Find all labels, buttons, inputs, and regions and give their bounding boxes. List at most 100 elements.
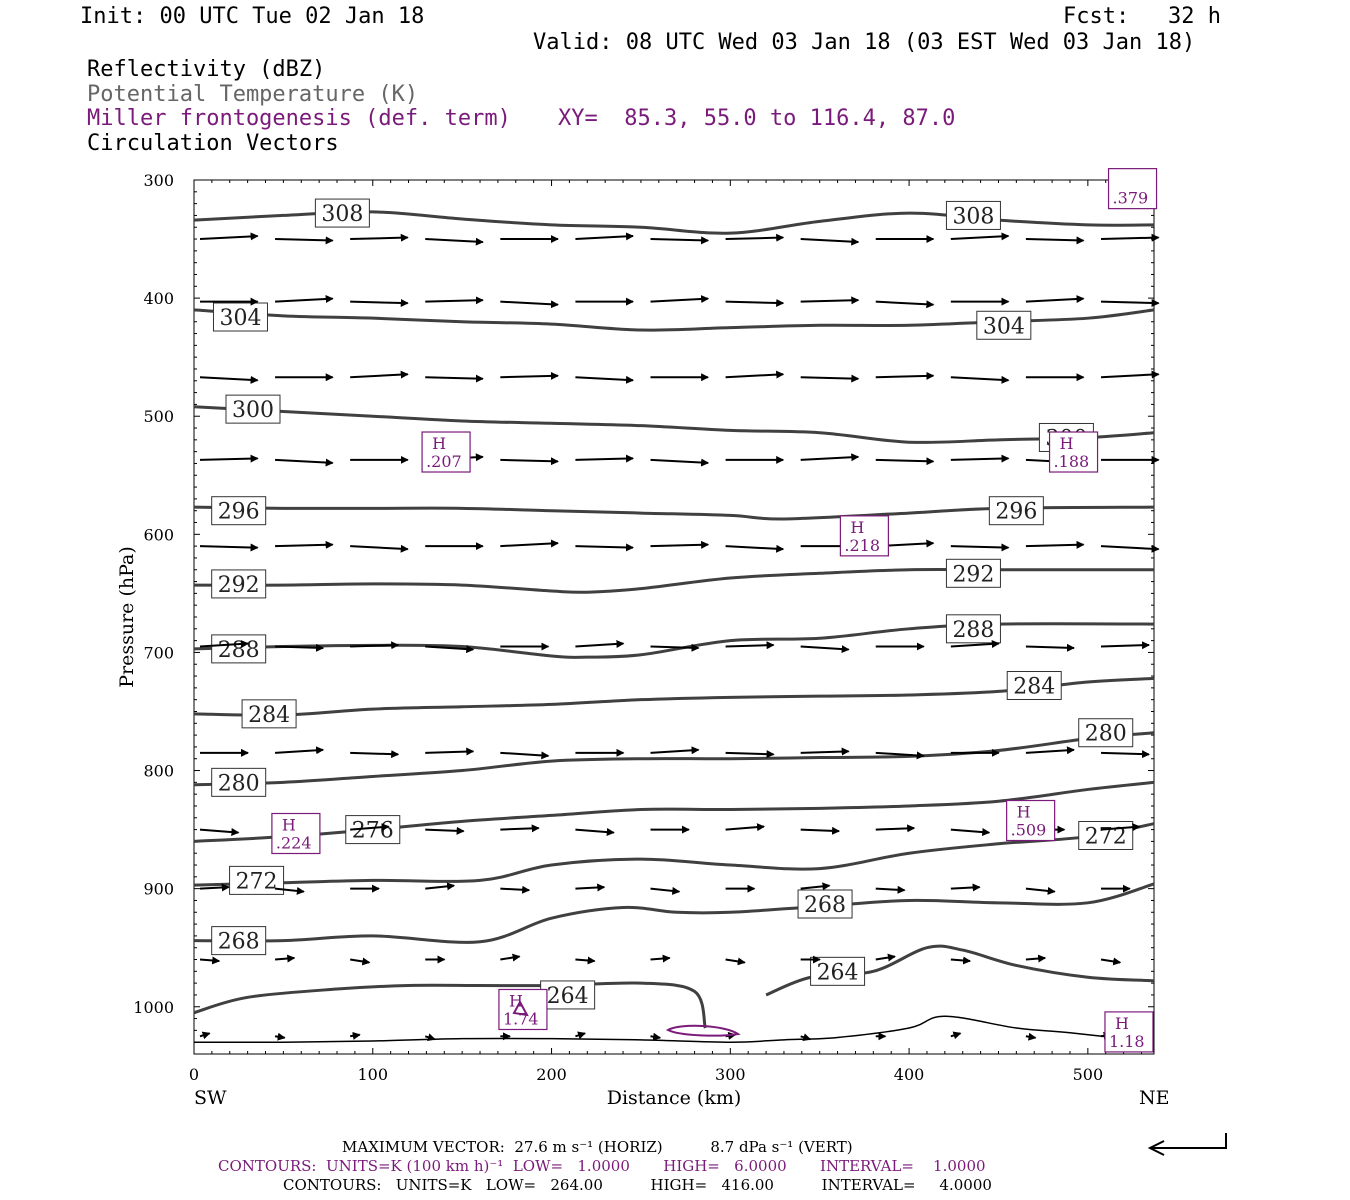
- field-frontogenesis: Miller frontogenesis (def. term): [87, 106, 511, 131]
- field-reflectivity: Reflectivity (dBZ): [87, 57, 326, 82]
- x-tick-label: 400: [894, 1065, 925, 1084]
- isentrope-line: [193, 622, 1155, 659]
- circulation-vector: [500, 539, 559, 548]
- circulation-vector: [500, 371, 559, 380]
- frontogenesis-max-box: [1104, 1011, 1154, 1053]
- circulation-vector: [650, 954, 671, 963]
- circulation-vector: [500, 300, 559, 309]
- circulation-vector: [950, 232, 1010, 241]
- frontogenesis-max-marker: H: [1060, 434, 1074, 453]
- circulation-vector: [1025, 643, 1075, 652]
- isentrope-label-box: [211, 634, 267, 664]
- circulation-vector: [650, 643, 700, 652]
- circulation-vector: [350, 750, 400, 759]
- field-circulation-vectors: Circulation Vectors: [87, 131, 339, 156]
- circulation-vector: [199, 639, 249, 648]
- circulation-vector: [199, 1031, 211, 1040]
- frontogenesis-max-value: 1.74: [503, 1009, 539, 1028]
- isentrope-line: [193, 731, 1155, 787]
- circulation-vector: [350, 298, 409, 307]
- circulation-vector: [274, 1032, 286, 1041]
- circulation-vector: [350, 823, 390, 832]
- frontogenesis-max-box: [1107, 168, 1158, 210]
- circulation-vector: [650, 886, 681, 895]
- circulation-vector: [199, 543, 259, 552]
- isentrope-label: 288: [218, 638, 260, 663]
- frontogenesis-max-marker: H: [1017, 803, 1031, 822]
- circulation-vector: [650, 540, 710, 549]
- circulation-vector: [500, 885, 531, 894]
- frontogenesis-max-marker: H: [432, 434, 446, 453]
- isentrope-label: 304: [983, 314, 1025, 339]
- circulation-vector: [275, 643, 325, 652]
- isentrope-label-box: [945, 614, 1001, 644]
- isentrope-label-box: [797, 889, 853, 919]
- circulation-vector: [800, 237, 860, 246]
- isentrope-label: 268: [218, 930, 260, 955]
- circulation-vector: [425, 237, 484, 246]
- circulation-vector: [425, 882, 456, 891]
- circulation-vector: [1025, 954, 1047, 963]
- circulation-vector: [575, 454, 635, 463]
- circulation-vector: [199, 375, 259, 384]
- isentrope-label-box: [211, 767, 267, 797]
- circulation-vector: [275, 236, 334, 245]
- y-tick-label: 900: [143, 880, 174, 899]
- circulation-vector: [500, 457, 559, 466]
- circulation-vector: [199, 828, 240, 837]
- forecast-hour: 32 h: [1168, 4, 1221, 29]
- circulation-vector: [725, 823, 765, 832]
- forecast-label: Fcst:: [1063, 4, 1130, 29]
- frontogenesis-max-marker: H: [509, 991, 523, 1010]
- isentrope-label: 292: [952, 562, 994, 587]
- y-axis-title: Pressure (hPa): [116, 546, 138, 688]
- frontogenesis-max-value: .379: [1113, 189, 1149, 208]
- circulation-vector: [199, 883, 230, 892]
- circulation-vector: [950, 828, 991, 837]
- x-tick-label: 500: [1073, 1065, 1104, 1084]
- x-tick-label: 100: [357, 1065, 388, 1084]
- circulation-vector: [199, 454, 259, 463]
- circulation-vector: [875, 953, 896, 962]
- circulation-vector: [500, 751, 550, 760]
- isentrope-line: [193, 822, 1155, 887]
- circulation-vector: [575, 956, 596, 965]
- isentrope-label-box: [810, 956, 866, 986]
- x-end-label-left: SW: [194, 1087, 227, 1109]
- circulation-vector: [1100, 823, 1141, 832]
- frontogenesis-max-marker: H: [282, 816, 296, 835]
- reference-vector: [1147, 1133, 1227, 1156]
- circulation-vector: [650, 1032, 662, 1041]
- circulation-vector: [875, 885, 906, 894]
- x-tick-label: 200: [536, 1065, 567, 1084]
- ground-contour: [193, 1015, 1155, 1044]
- isentrope-label: 280: [218, 771, 260, 796]
- circulation-vector: [350, 233, 409, 242]
- circulation-vector: [800, 374, 860, 383]
- isentrope-label: 272: [236, 869, 278, 894]
- circulation-vector: [575, 828, 615, 837]
- frontogenesis-max-box: [1048, 431, 1099, 473]
- circulation-vector: [1025, 746, 1075, 755]
- isentrope-label-box: [945, 558, 1001, 588]
- x-end-label-right: NE: [1139, 1087, 1170, 1109]
- isentrope-label-box: [211, 569, 267, 599]
- circulation-vector: [274, 886, 305, 895]
- circulation-vector: [350, 370, 409, 379]
- frontogenesis-max-value: .224: [276, 834, 312, 853]
- circulation-vector: [950, 543, 1010, 552]
- circulation-vector: [275, 746, 325, 755]
- isentrope-line: [193, 505, 1155, 521]
- circulation-vector: [350, 957, 371, 966]
- isentrope-label-box: [212, 302, 268, 332]
- circulation-vector: [725, 750, 775, 759]
- isentrope-label-box: [241, 699, 297, 729]
- circulation-vector: [575, 543, 635, 552]
- isentrope-label: 304: [219, 306, 261, 331]
- isentrope-label-box: [976, 310, 1032, 340]
- isentrope-line: [193, 882, 1155, 944]
- circulation-vector: [1100, 370, 1160, 379]
- circulation-vector: [500, 824, 540, 833]
- frontogenesis-max-box: [421, 431, 471, 473]
- circulation-vector: [1100, 298, 1160, 307]
